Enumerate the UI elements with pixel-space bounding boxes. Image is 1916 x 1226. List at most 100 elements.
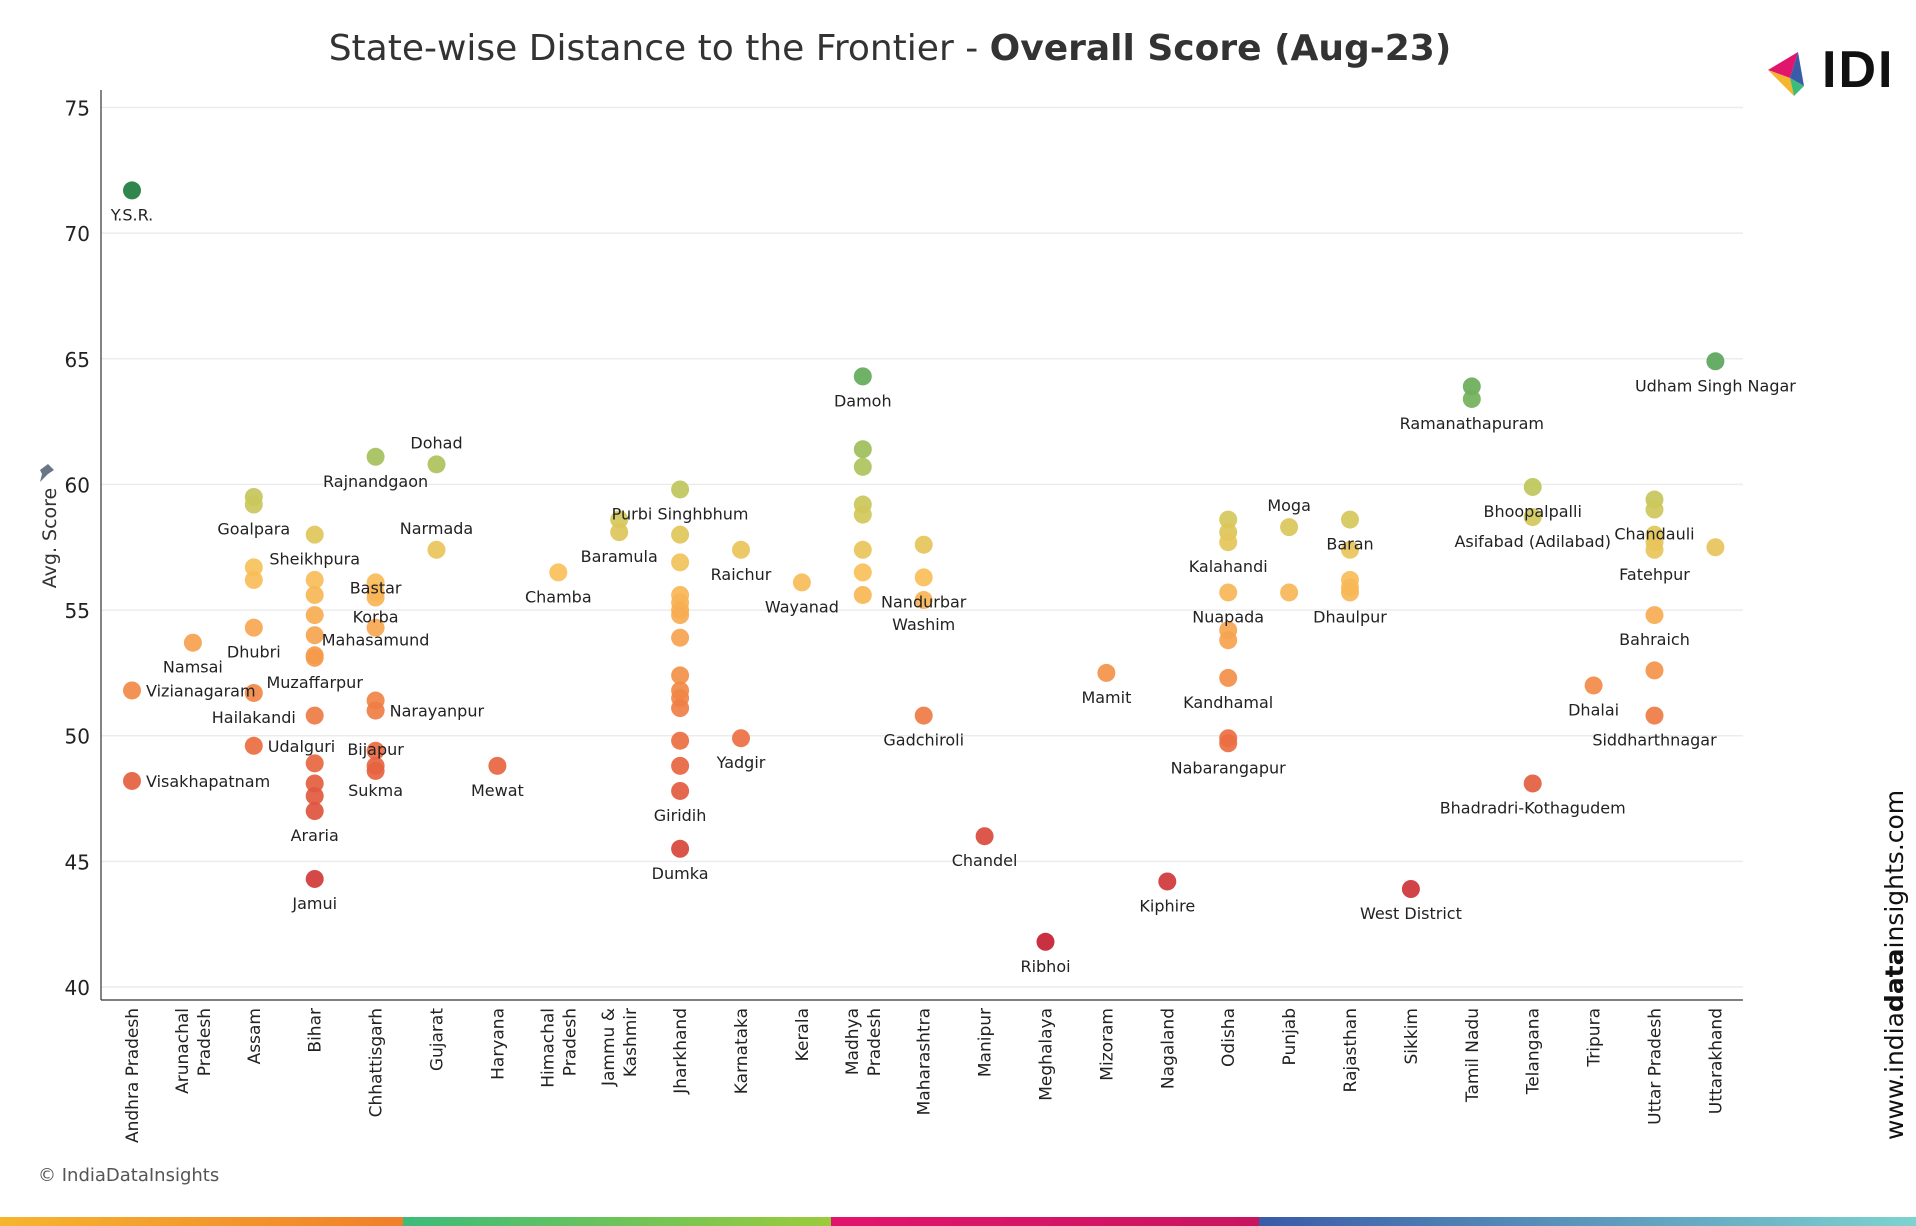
x-tick-label: Odisha: [1219, 1008, 1239, 1067]
y-tick-label: 45: [65, 850, 90, 874]
data-point: [853, 563, 872, 582]
data-label: Ribhoi: [1020, 957, 1070, 976]
data-point: [1645, 606, 1664, 625]
data-label: Y.S.R.: [110, 205, 154, 224]
data-point: [914, 535, 933, 554]
data-point: [305, 585, 324, 604]
data-point: [1462, 389, 1481, 408]
x-tick-label-line: Pradesh: [865, 1008, 885, 1076]
data-point: [366, 701, 385, 720]
data-label: West District: [1360, 904, 1462, 923]
x-tick-label-line: Haryana: [488, 1008, 508, 1080]
x-tick-label: Tripura: [1585, 1008, 1605, 1068]
data-point: [671, 606, 690, 625]
data-label: Bahraich: [1619, 630, 1690, 649]
data-point: [305, 648, 324, 667]
x-tick-label-line: Uttar Pradesh: [1646, 1008, 1666, 1125]
x-tick-label-line: Karnataka: [732, 1008, 752, 1094]
data-point: [914, 568, 933, 587]
data-label: Visakhapatnam: [146, 772, 270, 791]
data-point: [671, 480, 690, 499]
data-point: [366, 447, 385, 466]
x-tick-label-line: Punjab: [1280, 1008, 1300, 1065]
data-point: [1219, 533, 1238, 552]
data-label: Bijapur: [347, 740, 404, 759]
x-tick-label: Assam: [245, 1008, 265, 1064]
data-point: [305, 525, 324, 544]
x-tick-label-line: Pradesh: [560, 1008, 580, 1076]
data-point: [183, 633, 202, 652]
data-point: [123, 681, 141, 700]
idi-logo-text: IDI: [1822, 41, 1895, 99]
data-point: [975, 827, 994, 846]
data-point: [732, 540, 750, 559]
x-tick-label-line: Bihar: [306, 1008, 326, 1053]
data-point: [1706, 352, 1725, 371]
data-point: [1097, 663, 1116, 682]
data-point: [671, 756, 690, 775]
data-label: Damoh: [834, 391, 892, 410]
data-label: Asifabad (Adilabad): [1454, 532, 1610, 551]
x-tick-label: Maharashtra: [915, 1008, 935, 1115]
x-tick-label-line: Telangana: [1524, 1008, 1544, 1095]
data-point: [1280, 583, 1299, 602]
data-point: [1523, 508, 1542, 527]
x-tick-label: Meghalaya: [1037, 1008, 1057, 1101]
bottom-bar-segment: [1259, 1217, 1916, 1226]
data-label: Chandauli: [1614, 525, 1694, 544]
data-point: [671, 628, 690, 647]
x-tick-label: Madhya Pradesh: [843, 1008, 885, 1076]
x-tick-label-line: Assam: [245, 1008, 265, 1064]
data-point: [1523, 477, 1542, 496]
data-label: Kandhamal: [1183, 693, 1273, 712]
y-tick-label: 50: [65, 725, 90, 749]
x-tick-label-line: Kashmir: [621, 1008, 641, 1077]
data-label: Nabarangapur: [1171, 758, 1287, 777]
data-label: Bastar: [350, 579, 402, 598]
x-tick-label-line: Manipur: [976, 1008, 996, 1077]
x-tick-label-line: Tripura: [1585, 1008, 1605, 1068]
bottom-bar-segment: [831, 1217, 1259, 1226]
data-point: [671, 553, 690, 572]
y-tick-label: 40: [65, 976, 90, 1000]
data-point: [1645, 500, 1664, 519]
x-tick-label-line: Mizoram: [1097, 1008, 1117, 1081]
data-point: [1645, 540, 1664, 559]
data-point: [244, 683, 263, 702]
data-label: Bhadradri-Kothagudem: [1440, 798, 1626, 817]
data-label: Dhalai: [1568, 700, 1619, 719]
x-tick-label: Bihar: [306, 1008, 326, 1053]
x-tick-label: Chhattisgarh: [367, 1008, 387, 1117]
data-label: Sheikhpura: [269, 550, 360, 569]
x-tick-label: Uttarakhand: [1706, 1008, 1726, 1114]
x-tick-label-line: Tamil Nadu: [1463, 1008, 1483, 1103]
y-tick-label: 65: [65, 348, 90, 372]
x-tick-label-line: Himachal: [538, 1008, 558, 1088]
data-label: Moga: [1267, 496, 1311, 515]
website-suffix: insights.com: [1880, 789, 1909, 949]
chart-title: State-wise Distance to the Frontier - Ov…: [0, 28, 1780, 69]
data-label: Giridih: [654, 806, 707, 825]
chart-title-bold: Overall Score (Aug-23): [989, 28, 1452, 69]
data-label: Yadgir: [716, 753, 766, 772]
data-point: [1645, 706, 1664, 725]
data-point: [610, 523, 629, 542]
data-point: [1401, 879, 1420, 898]
data-label: Nuapada: [1192, 607, 1264, 626]
data-label: Dumka: [652, 864, 709, 883]
data-point: [305, 706, 324, 725]
idi-logo-mark-icon: [1768, 52, 1804, 96]
data-label: Dhubri: [227, 643, 281, 662]
data-point: [1036, 932, 1055, 951]
x-tick-label-line: Arunachal: [173, 1008, 193, 1094]
data-label: Baran: [1326, 535, 1373, 554]
x-tick-label: Mizoram: [1097, 1008, 1117, 1081]
data-label: Mamit: [1081, 688, 1131, 707]
data-point: [366, 588, 385, 607]
x-tick-label: Karnataka: [732, 1008, 752, 1094]
data-label: Purbi Singhbhum: [612, 504, 749, 523]
data-point: [1706, 538, 1725, 557]
data-label: Chandel: [952, 851, 1018, 870]
data-label: Gadchiroli: [883, 731, 964, 750]
